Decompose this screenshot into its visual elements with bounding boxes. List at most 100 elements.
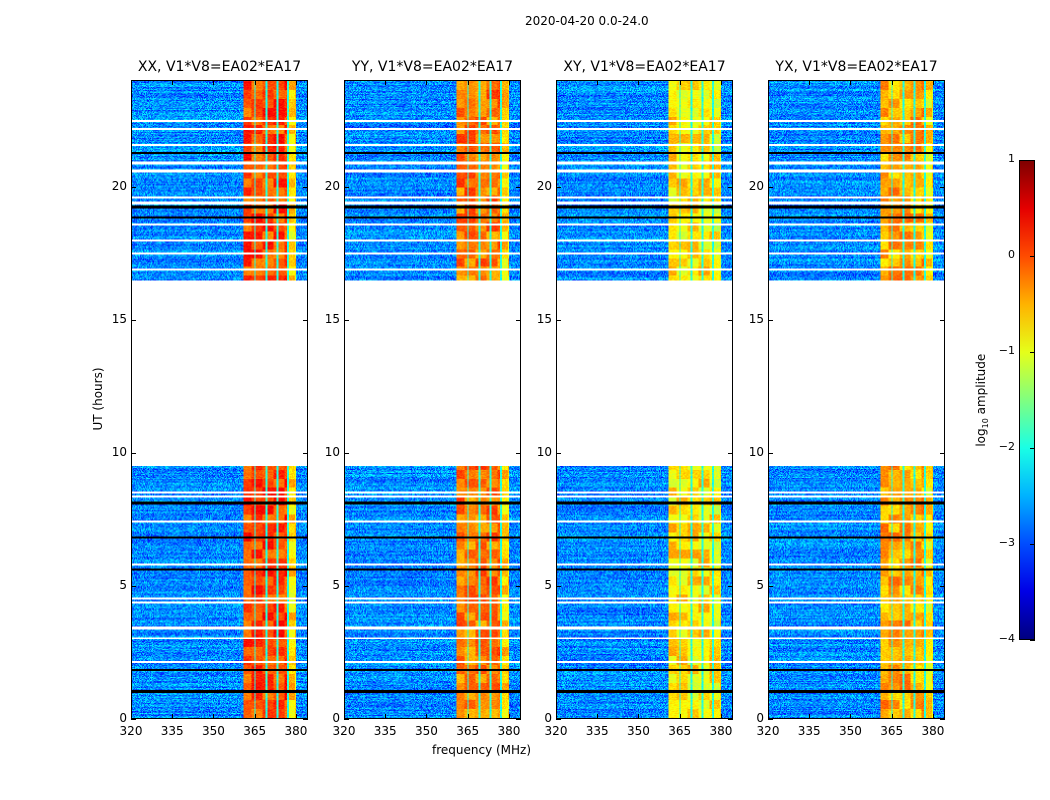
- y-tick-label: 0: [544, 711, 552, 725]
- colorbar-tick-label: −3: [998, 536, 1015, 549]
- y-tick-label: 0: [119, 711, 127, 725]
- x-tick-mark: [295, 80, 297, 85]
- x-tick-mark: [891, 714, 893, 719]
- x-tick-label: 320: [756, 724, 780, 738]
- y-tick-mark: [940, 585, 945, 587]
- y-tick-mark: [344, 186, 349, 188]
- y-tick-mark: [303, 719, 308, 720]
- y-tick-mark: [344, 452, 349, 454]
- y-tick-label: 10: [111, 444, 127, 459]
- y-tick-mark: [344, 319, 349, 321]
- x-tick-mark: [254, 714, 256, 719]
- colorbar-tick-mark: [1030, 448, 1035, 449]
- y-tick-mark: [303, 452, 308, 454]
- colorbar-tick-label: 0: [1008, 248, 1015, 261]
- y-tick-mark: [556, 585, 561, 587]
- x-tick-mark: [850, 714, 852, 719]
- panel-title: YX, V1*V8=EA02*EA17: [775, 59, 938, 75]
- y-tick-mark: [940, 319, 945, 321]
- y-tick-mark: [131, 452, 136, 454]
- y-tick-label: 10: [748, 444, 764, 459]
- panel-0: [131, 80, 308, 719]
- y-tick-label: 15: [748, 311, 764, 326]
- x-tick-label: 320: [119, 724, 143, 738]
- y-tick-mark: [556, 719, 561, 720]
- y-tick-label: 20: [111, 178, 127, 193]
- y-tick-mark: [516, 452, 521, 454]
- x-tick-label: 335: [373, 724, 397, 738]
- colorbar-label-sub: 10: [981, 418, 991, 429]
- y-tick-label: 5: [119, 577, 127, 592]
- x-tick-mark: [295, 714, 297, 719]
- y-tick-label: 20: [748, 178, 764, 193]
- panel-title: XY, V1*V8=EA02*EA17: [563, 59, 726, 75]
- y-tick-mark: [940, 719, 945, 720]
- x-tick-label: 365: [880, 724, 904, 738]
- x-tick-mark: [213, 714, 215, 719]
- y-tick-mark: [516, 585, 521, 587]
- y-tick-mark: [768, 585, 773, 587]
- x-tick-label: 380: [497, 724, 521, 738]
- y-tick-label: 0: [756, 711, 764, 725]
- x-tick-mark: [638, 80, 640, 85]
- colorbar-tick-label: −2: [998, 440, 1015, 453]
- x-tick-mark: [172, 80, 174, 85]
- y-tick-label: 5: [544, 577, 552, 592]
- suptitle: 2020-04-20 0.0-24.0: [525, 14, 649, 28]
- x-tick-mark: [932, 714, 934, 719]
- x-tick-mark: [344, 80, 345, 85]
- y-tick-label: 20: [324, 178, 340, 193]
- y-axis-label: UT (hours): [91, 367, 105, 431]
- colorbar-tick-mark: [1030, 544, 1035, 545]
- colorbar-tick-mark: [1030, 352, 1035, 353]
- colorbar-tick-mark: [1030, 640, 1035, 641]
- panel-title: XX, V1*V8=EA02*EA17: [137, 59, 302, 75]
- x-tick-mark: [720, 80, 722, 85]
- y-tick-label: 10: [324, 444, 340, 459]
- y-tick-mark: [516, 719, 521, 720]
- y-tick-mark: [516, 186, 521, 188]
- y-tick-label: 20: [536, 178, 552, 193]
- x-tick-label: 350: [839, 724, 862, 738]
- y-tick-mark: [728, 719, 733, 720]
- x-tick-mark: [932, 80, 934, 85]
- y-tick-mark: [556, 452, 561, 454]
- colorbar: [1019, 160, 1035, 640]
- panel-title: YY, V1*V8=EA02*EA17: [351, 59, 514, 75]
- x-tick-label: 335: [585, 724, 609, 738]
- x-tick-mark: [385, 714, 387, 719]
- y-tick-mark: [768, 319, 773, 321]
- x-tick-label: 320: [332, 724, 356, 738]
- x-tick-mark: [597, 80, 599, 85]
- x-tick-label: 350: [415, 724, 438, 738]
- y-tick-mark: [303, 319, 308, 321]
- y-tick-mark: [768, 452, 773, 454]
- y-tick-label: 5: [756, 577, 764, 592]
- x-tick-mark: [426, 80, 428, 85]
- x-tick-mark: [891, 80, 893, 85]
- x-tick-mark: [385, 80, 387, 85]
- x-tick-label: 365: [668, 724, 692, 738]
- y-tick-label: 10: [536, 444, 552, 459]
- x-tick-label: 350: [627, 724, 650, 738]
- x-axis-label: frequency (MHz): [432, 743, 532, 757]
- x-tick-mark: [467, 80, 469, 85]
- y-tick-label: 5: [332, 577, 340, 592]
- x-tick-label: 335: [160, 724, 184, 738]
- heatmap-image: [345, 81, 520, 718]
- y-tick-mark: [131, 719, 136, 720]
- x-tick-mark: [131, 714, 132, 719]
- x-tick-label: 320: [544, 724, 568, 738]
- y-tick-mark: [728, 452, 733, 454]
- y-tick-label: 15: [536, 311, 552, 326]
- x-tick-mark: [426, 714, 428, 719]
- x-tick-mark: [720, 714, 722, 719]
- y-tick-mark: [940, 452, 945, 454]
- y-tick-mark: [728, 585, 733, 587]
- x-tick-mark: [679, 80, 681, 85]
- x-tick-label: 335: [797, 724, 821, 738]
- panel-1: [344, 80, 521, 719]
- x-tick-mark: [556, 80, 557, 85]
- heatmap-image: [132, 81, 307, 718]
- y-tick-mark: [131, 585, 136, 587]
